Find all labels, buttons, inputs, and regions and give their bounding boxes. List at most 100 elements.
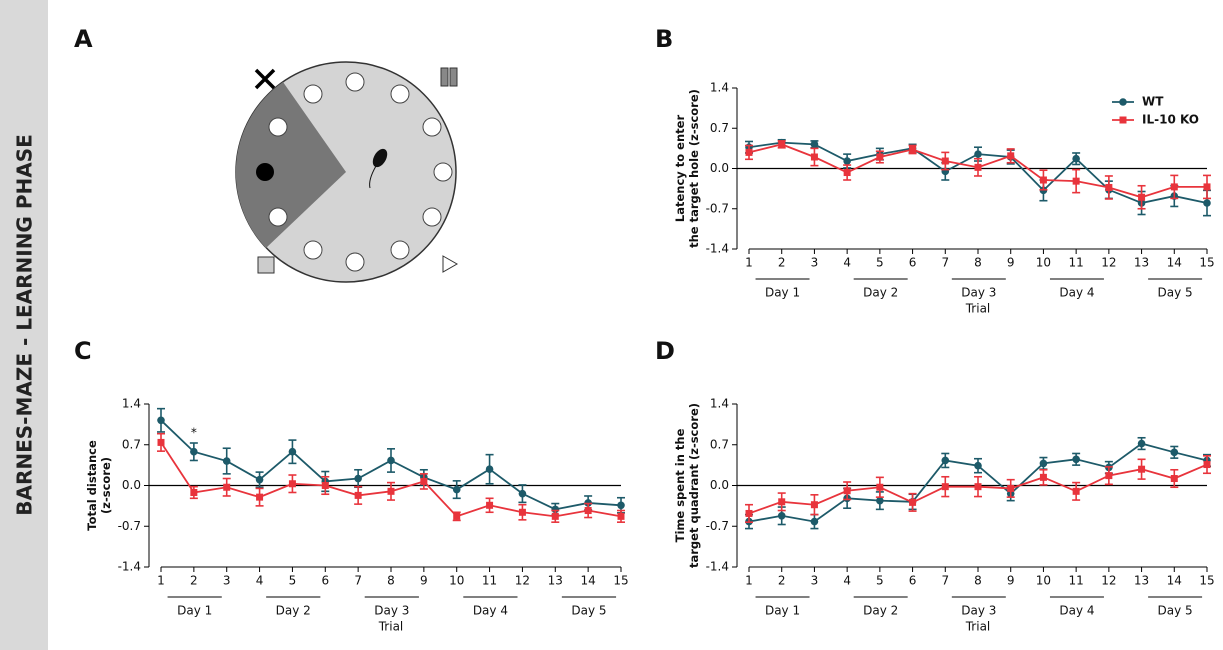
y-tick-label: -1.4 [118,560,141,574]
day-label: Day 5 [1158,286,1193,300]
point [518,508,526,516]
point [1072,455,1080,464]
day-label: Day 4 [1059,604,1094,618]
annotation: * [191,426,197,440]
point [778,498,786,506]
y-label-line: (z-score) [99,457,113,514]
x-tick-label: 11 [1069,256,1084,270]
point [810,517,819,526]
point [1072,487,1080,495]
point [617,512,625,520]
point [909,146,917,154]
panel-label: A [74,25,93,53]
y-tick-label: 0.7 [710,437,729,451]
point [157,438,165,446]
legend-label: IL-10 KO [1142,113,1199,127]
point [1007,152,1015,160]
point [256,493,264,501]
legend-label: WT [1142,95,1164,109]
day-label: Day 3 [961,604,996,618]
x-tick-label: 15 [613,574,628,588]
y-tick-label: -0.7 [118,519,141,533]
point [288,480,296,488]
x-tick-label: 15 [1199,574,1214,588]
y-label-line: Time spent in the [673,428,687,542]
point [452,485,461,494]
y-label-line: the target hole (z-score) [687,89,701,248]
point [222,457,231,465]
y-axis-label: Time spent in thetarget quadrant (z-scor… [673,403,701,568]
x-tick-label: 7 [354,574,362,588]
point [745,148,753,156]
point [485,465,494,474]
day-label: Day 5 [571,604,606,618]
x-tick-label: 12 [515,574,530,588]
point [518,489,527,498]
point [1203,183,1211,191]
x-tick-label: 9 [420,574,428,588]
point [1072,154,1080,163]
point [941,456,950,465]
point [1203,461,1211,469]
x-tick-label: 15 [1199,256,1214,270]
point [974,483,982,491]
point [777,511,786,520]
point [486,501,494,509]
day-label: Day 1 [177,604,212,618]
x-tick-label: 11 [482,574,497,588]
y-label-line: target quadrant (z-score) [687,403,701,568]
point [876,483,884,491]
day-label: Day 1 [765,604,800,618]
point [843,157,851,165]
point [974,150,982,158]
x-tick-label: 10 [1036,574,1051,588]
point [190,447,198,456]
day-label: Day 4 [473,604,508,618]
y-tick-label: 0.0 [710,161,729,175]
x-tick-label: 5 [289,574,297,588]
legend-marker [1119,116,1127,124]
x-tick-label: 12 [1101,574,1116,588]
point [745,509,753,517]
y-tick-label: -1.4 [706,560,729,574]
point [810,153,818,161]
point [1039,459,1048,468]
point [974,163,982,171]
point [810,501,818,509]
y-axis-label: Latency to enterthe target hole (z-score… [673,89,701,248]
point [584,507,592,515]
x-tick-label: 8 [974,574,982,588]
x-tick-label: 3 [811,256,819,270]
panel-label: B [655,25,673,53]
y-tick-label: 0.0 [122,478,141,492]
point [974,461,982,470]
y-label-line: Total distance [85,440,99,531]
point [453,512,461,520]
y-tick-label: 1.4 [710,81,729,95]
x-tick-label: 9 [1007,256,1015,270]
point [1105,472,1113,480]
point [1138,193,1146,201]
point [255,475,264,484]
point [876,153,884,161]
point [1203,199,1211,207]
point [1170,448,1179,457]
point [157,416,165,425]
point [843,487,851,495]
maze-diagram [235,61,459,283]
y-tick-label: 1.4 [122,397,141,411]
point [617,501,625,510]
x-tick-label: 1 [745,256,753,270]
x-tick-label: 13 [1134,256,1149,270]
point [1007,484,1015,492]
point [778,140,786,148]
x-tick-label: 6 [909,574,917,588]
panel-label: D [655,337,675,365]
day-label: Day 4 [1059,286,1094,300]
point [387,487,395,495]
legend-marker [1119,98,1127,106]
point [1137,439,1146,448]
y-tick-label: -0.7 [706,519,729,533]
x-tick-label: 12 [1101,256,1116,270]
point [909,498,917,506]
